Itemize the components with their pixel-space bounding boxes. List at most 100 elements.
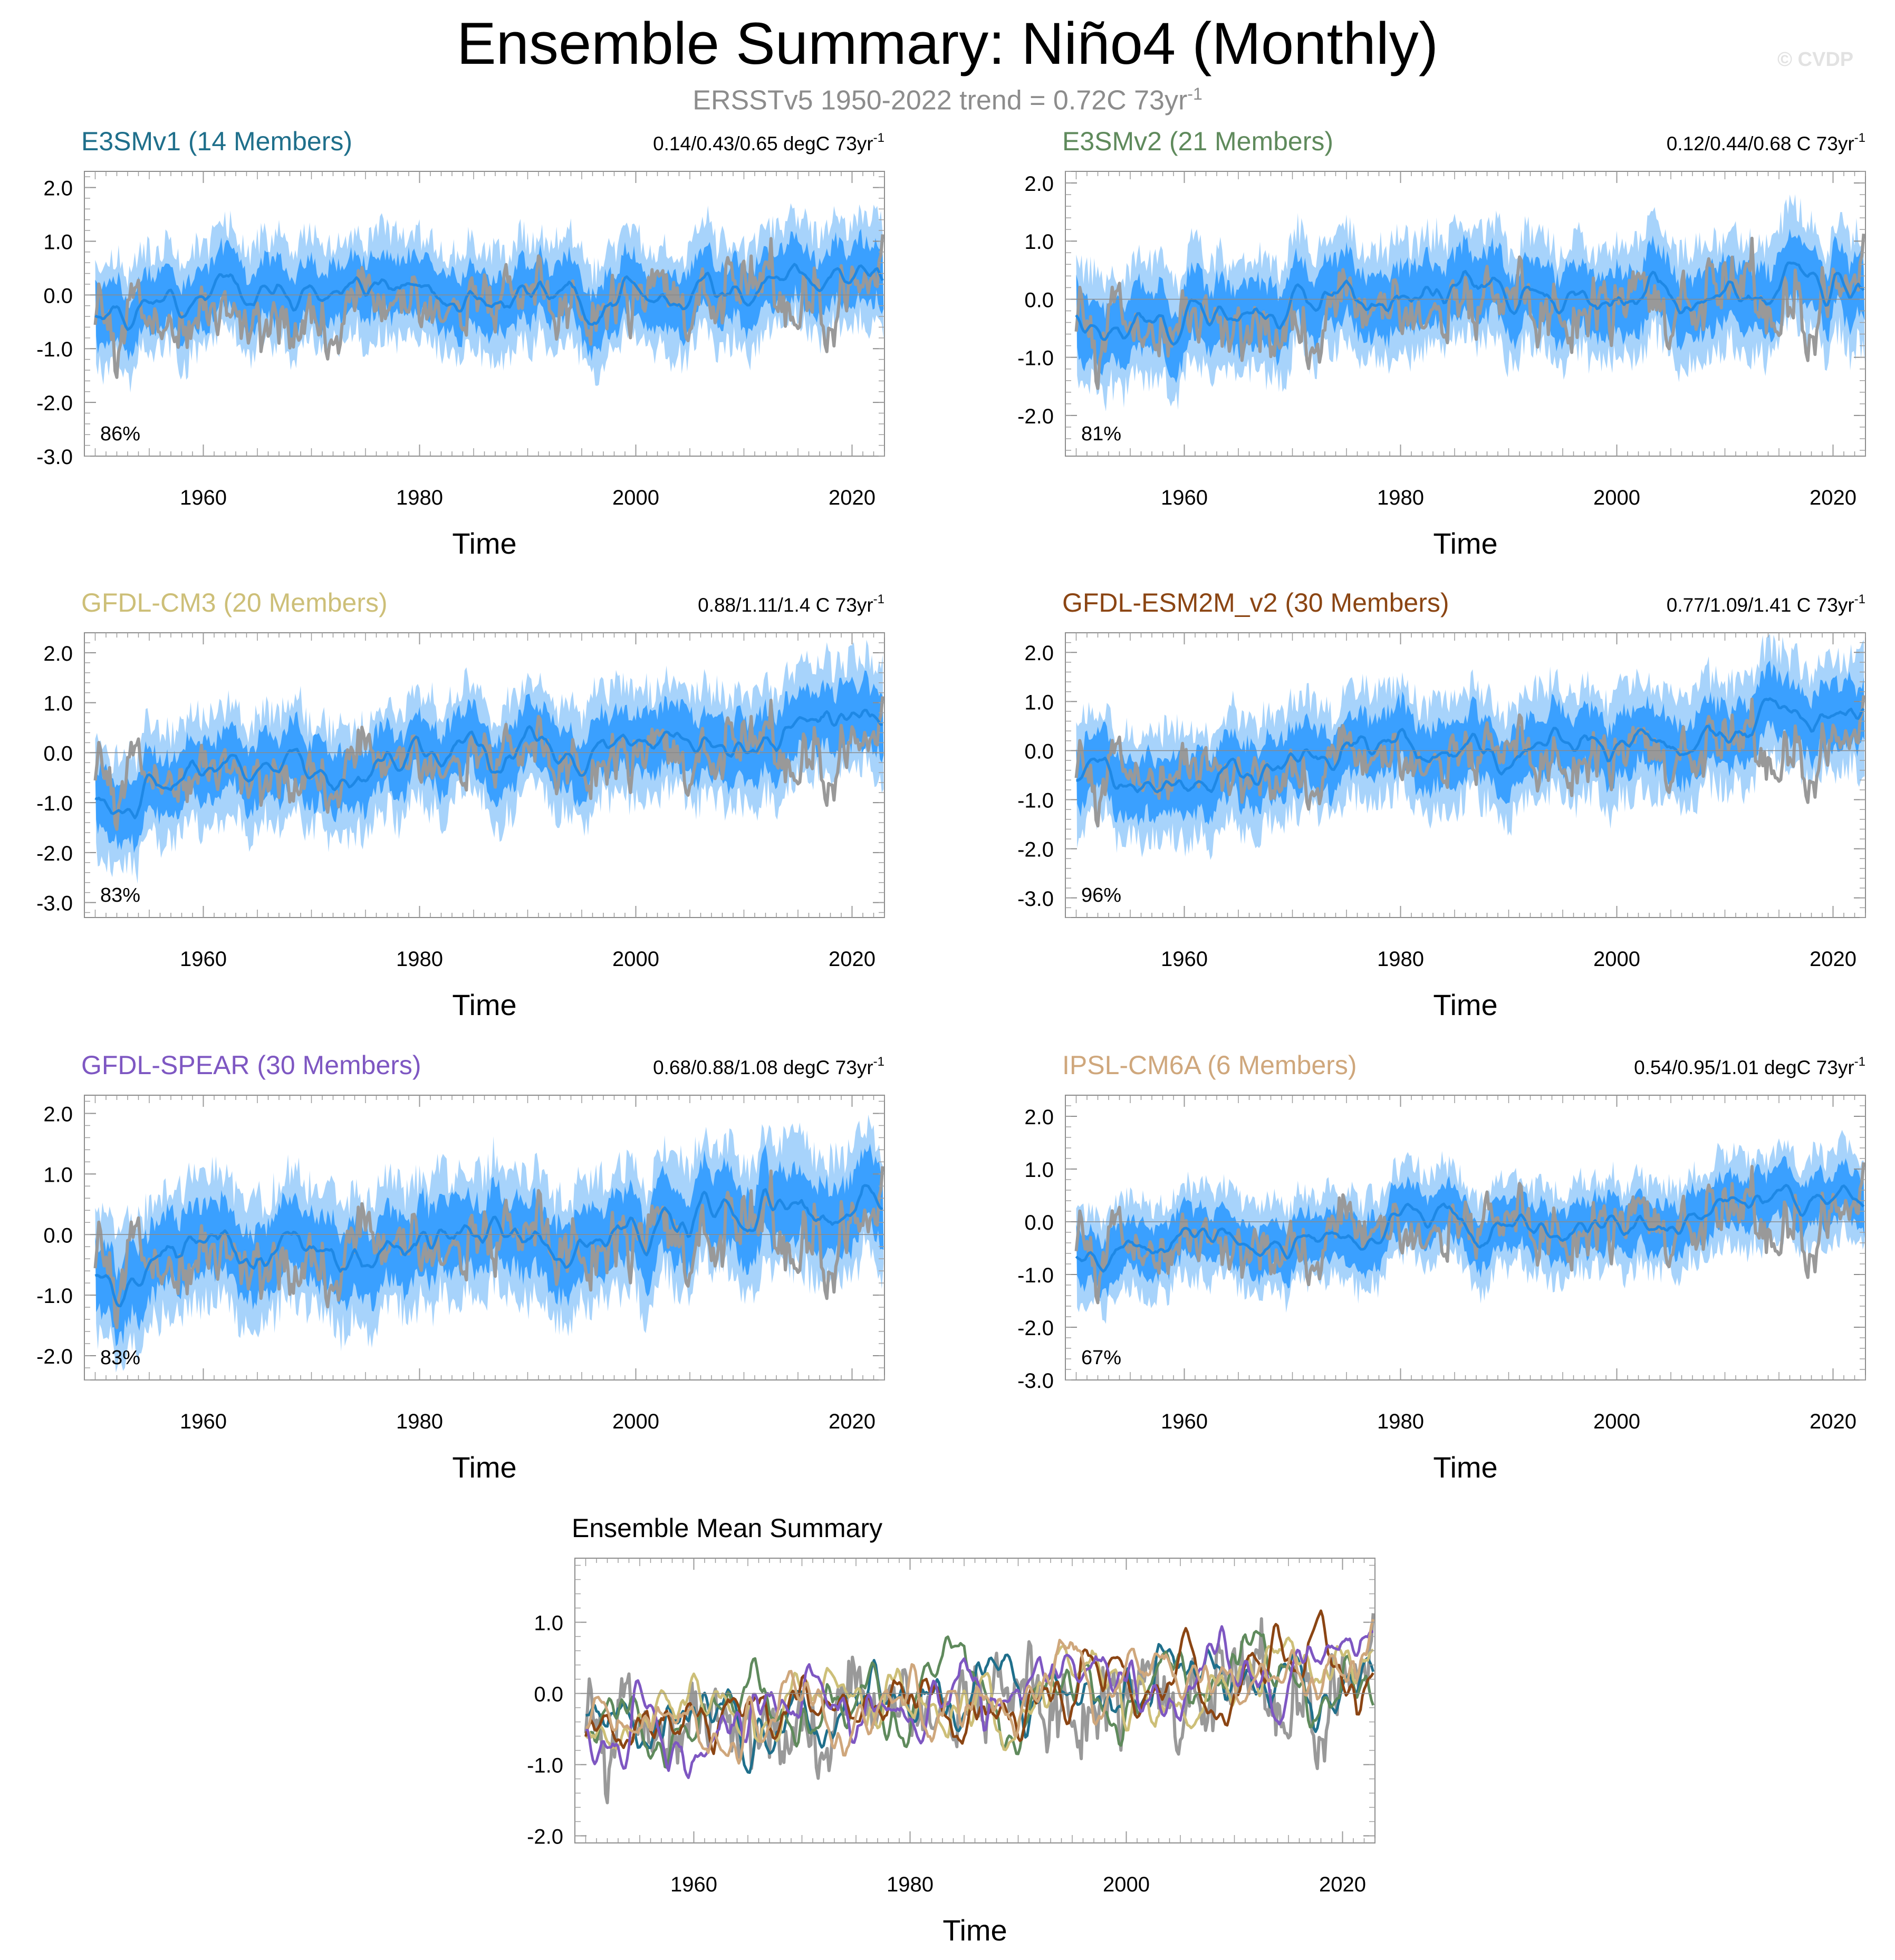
- x-tick-label: 1980: [396, 948, 443, 971]
- observed-series-line: [1074, 234, 1865, 390]
- trend-text: 0.54/0.95/1.01 degC 73yr-1: [1634, 1055, 1865, 1078]
- x-tick-label: 1960: [1161, 1410, 1208, 1433]
- x-axis: 1960 1980 2000 2020: [585, 1558, 1375, 1896]
- x-tick-label: 2020: [829, 486, 876, 509]
- chart-title: GFDL-CM3 (20 Members): [81, 588, 388, 617]
- y-tick-label: -2.0: [527, 1826, 563, 1849]
- chart-gfdl-esm2m: GFDL-ESM2M_v2 (30 Members) 0.77/1.09/1.41…: [1017, 588, 1866, 1021]
- ensemble-mean-line: [94, 263, 884, 331]
- y-tick-label: -2.0: [1017, 838, 1054, 862]
- y-tick-label: -2.0: [36, 842, 73, 865]
- chart-ipsl-cm6a: IPSL-CM6A (6 Members) 0.54/0.95/1.01 degC…: [1017, 1050, 1866, 1484]
- x-axis: 1960 1980 2000 2020: [1075, 171, 1866, 509]
- y-tick-label: 2.0: [1024, 642, 1054, 665]
- y-tick-label: 0.0: [43, 1224, 73, 1247]
- observed-series-line: [93, 1166, 884, 1329]
- y-tick-label: 0.0: [43, 742, 73, 765]
- y-tick-label: -2.0: [1017, 405, 1054, 428]
- ensemble-mean-line: [1075, 261, 1865, 346]
- trend-text-value: 0.77/1.09/1.41 C 73yr: [1667, 594, 1854, 616]
- x-tick-label: 2000: [612, 486, 659, 509]
- trend-text: 0.77/1.09/1.41 C 73yr-1: [1667, 592, 1865, 616]
- percent-label: 81%: [1081, 423, 1121, 445]
- trend-text-value: 0.88/1.11/1.4 C 73yr: [698, 594, 873, 616]
- observed-series-line: [1074, 695, 1865, 828]
- x-tick-label: 1960: [180, 486, 227, 509]
- x-tick-label: 1980: [396, 486, 443, 509]
- y-tick-label: 0.0: [1024, 740, 1054, 763]
- x-tick-label: 1960: [180, 1410, 227, 1433]
- y-tick-label: -2.0: [1017, 1317, 1054, 1340]
- y-tick-label: 2.0: [43, 1103, 73, 1126]
- trend-text-superscript: -1: [1854, 1055, 1865, 1069]
- y-tick-label: -1.0: [36, 792, 73, 815]
- ensemble-mean-line: [94, 1184, 883, 1308]
- y-tick-label: 0.0: [43, 284, 73, 307]
- x-tick-label: 2020: [829, 1410, 876, 1433]
- percent-label: 67%: [1081, 1347, 1121, 1369]
- x-axis-label: Time: [452, 988, 516, 1021]
- x-tick-label: 2000: [612, 1410, 659, 1433]
- percent-label: 86%: [100, 423, 140, 445]
- trend-text: 0.12/0.44/0.68 C 73yr-1: [1667, 131, 1865, 155]
- subtitle-superscript: -1: [1187, 84, 1203, 103]
- x-axis: 1960 1980 2000 2020: [94, 171, 885, 509]
- observed-series-line: [93, 696, 884, 831]
- y-tick-label: 2.0: [43, 177, 73, 200]
- y-tick-label: -3.0: [36, 446, 73, 469]
- y-tick-label: -2.0: [36, 392, 73, 415]
- y-axis: 2.0 1.0 0.0 -1.0 -2.0 -3.0: [1017, 1105, 1865, 1393]
- watermark: © CVDP: [1777, 49, 1854, 71]
- x-tick-label: 2000: [1593, 486, 1640, 509]
- y-tick-label: 0.0: [534, 1683, 563, 1706]
- chart-title: IPSL-CM6A (6 Members): [1062, 1050, 1357, 1080]
- trend-text-value: 0.68/0.88/1.08 degC 73yr: [653, 1057, 873, 1078]
- y-tick-label: -1.0: [36, 338, 73, 361]
- y-tick-label: -3.0: [36, 892, 73, 915]
- chart-title: E3SMv1 (14 Members): [81, 127, 352, 156]
- trend-text-value: 0.14/0.43/0.65 degC 73yr: [653, 133, 873, 155]
- trend-text-superscript: -1: [873, 131, 884, 145]
- x-axis: 1960 1980 2000 2020: [94, 633, 885, 971]
- y-tick-label: 2.0: [1024, 172, 1054, 196]
- x-tick-label: 2000: [1593, 1410, 1640, 1433]
- percent-label: 83%: [100, 1347, 140, 1369]
- y-tick-label: -1.0: [527, 1754, 563, 1778]
- ensemble-mean-line: [94, 709, 883, 819]
- y-tick-label: 2.0: [1024, 1106, 1054, 1129]
- percent-label: 96%: [1081, 884, 1121, 906]
- x-axis-label: Time: [1433, 988, 1497, 1021]
- subtitle-text: ERSSTv5 1950-2022 trend = 0.72C 73yr: [692, 85, 1188, 116]
- trend-text: 0.68/0.88/1.08 degC 73yr-1: [653, 1055, 884, 1078]
- x-tick-label: 1960: [670, 1873, 717, 1896]
- y-axis: 2.0 1.0 0.0 -1.0 -2.0: [36, 1100, 884, 1380]
- y-axis: 1.0 0.0 -1.0 -2.0: [527, 1565, 1375, 1849]
- chart-e3smv1: E3SMv1 (14 Members) 0.14/0.43/0.65 degC 7…: [36, 127, 885, 560]
- x-axis: 1960 1980 2000 2020: [1075, 1095, 1866, 1433]
- chart-gfdl-cm3: GFDL-CM3 (20 Members) 0.88/1.11/1.4 C 73y…: [36, 588, 885, 1021]
- main-title: Ensemble Summary: Niño4 (Monthly): [456, 11, 1439, 76]
- y-tick-label: -1.0: [1017, 789, 1054, 813]
- observed-series-line: [93, 234, 884, 379]
- y-tick-label: -3.0: [1017, 887, 1054, 911]
- x-axis: 1960 1980 2000 2020: [94, 1095, 885, 1433]
- x-tick-label: 1960: [1161, 486, 1208, 509]
- x-tick-label: 1980: [887, 1873, 934, 1896]
- y-axis: 2.0 1.0 0.0 -1.0 -2.0: [1017, 171, 1865, 451]
- x-axis: 1960 1980 2000 2020: [1075, 633, 1866, 971]
- x-tick-label: 2020: [1319, 1873, 1366, 1896]
- x-tick-label: 1960: [180, 948, 227, 971]
- chart-title: Ensemble Mean Summary: [572, 1513, 882, 1543]
- trend-text-value: 0.12/0.44/0.68 C 73yr: [1667, 133, 1854, 155]
- y-tick-label: 2.0: [43, 642, 73, 665]
- chart-ensemble-mean: Ensemble Mean Summary 1.0 0.0 -1.0 -2.0 1960 1…: [527, 1513, 1375, 1947]
- x-tick-label: 2020: [1810, 486, 1856, 509]
- trend-text: 0.88/1.11/1.4 C 73yr-1: [698, 592, 884, 616]
- y-tick-label: 1.0: [43, 1163, 73, 1186]
- y-tick-label: 1.0: [534, 1612, 563, 1635]
- y-axis: 2.0 1.0 0.0 -1.0 -2.0 -3.0: [36, 642, 884, 915]
- y-tick-label: 0.0: [1024, 1211, 1054, 1234]
- chart-e3smv2: E3SMv2 (21 Members) 0.12/0.44/0.68 C 73yr…: [1017, 127, 1866, 560]
- trend-text: 0.14/0.43/0.65 degC 73yr-1: [653, 131, 884, 155]
- y-tick-label: 1.0: [43, 230, 73, 254]
